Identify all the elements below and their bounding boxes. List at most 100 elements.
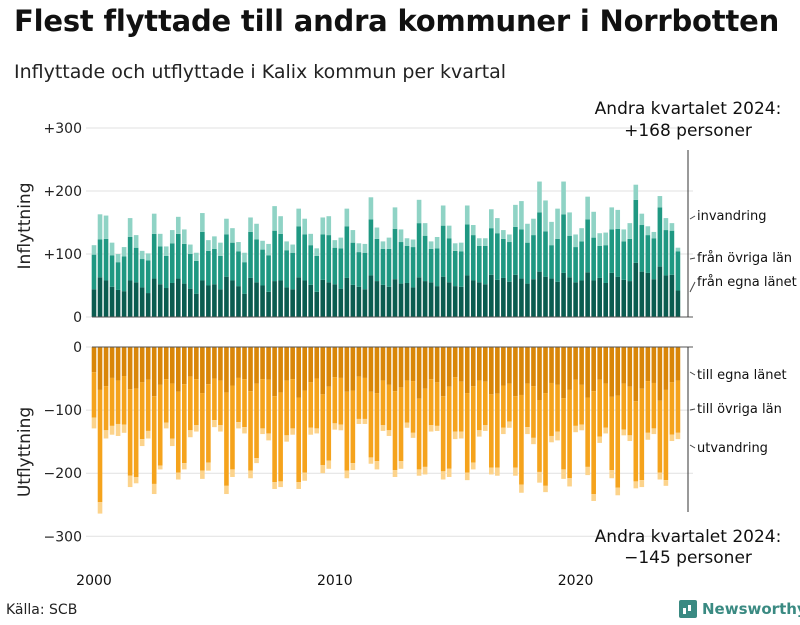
bar-in-från-egna-länet [657,266,663,317]
bar-in-från-övriga-län [242,262,247,294]
bar-in-från-egna-länet [97,277,103,317]
bar-in-invandring [284,241,289,251]
bar-in-från-övriga-län [206,250,211,286]
bar-out-till-egna-länet [163,347,169,380]
bar-in-från-egna-länet [537,271,542,317]
bar-in-från-övriga-län [248,231,253,278]
bar-in-från-övriga-län [501,238,506,278]
bar-in-från-egna-länet [410,287,416,317]
bar-in-från-övriga-län [344,226,350,278]
bar-in-från-egna-länet [476,282,482,317]
bar-in-från-övriga-län [627,238,633,282]
bar-out-utvandring [410,432,416,438]
bar-out-till-övriga-län [139,382,145,440]
bar-in-invandring [525,223,530,243]
bar-in-invandring [663,218,669,231]
bar-in-från-övriga-län [470,235,476,281]
bar-out-utvandring [338,424,344,431]
bar-in-från-egna-länet [163,288,169,317]
bar-out-till-egna-länet [296,347,301,398]
bar-in-från-övriga-län [103,238,109,281]
bar-out-utvandring [97,502,103,514]
bar-out-till-egna-länet [236,347,241,378]
bar-in-invandring [651,231,657,239]
bar-out-till-egna-länet [212,347,217,379]
bar-in-invandring [338,237,344,249]
bar-in-från-egna-länet [200,280,205,317]
bar-in-invandring [657,196,663,208]
bar-out-utvandring [175,472,181,480]
bar-out-till-egna-länet [127,347,133,390]
bar-out-till-egna-länet [109,347,115,378]
bar-in-invandring [272,206,277,231]
bar-in-invandring [169,230,175,244]
bar-in-invandring [386,237,392,249]
bar-out-till-övriga-län [627,386,633,436]
y-tick-label: 0 [73,340,82,356]
bar-in-invandring [555,208,560,239]
bar-out-till-övriga-län [470,386,476,463]
bar-out-utvandring [434,425,440,431]
bar-in-från-övriga-län [362,252,368,290]
bar-out-utvandring [374,461,380,470]
bar-in-invandring [218,242,223,256]
bar-out-till-egna-länet [537,347,542,400]
bar-in-invandring [127,218,133,237]
bar-in-från-övriga-län [549,245,554,279]
bar-out-till-övriga-län [350,390,356,464]
bar-in-från-övriga-län [368,219,374,276]
bar-out-till-övriga-län [109,377,115,426]
bar-in-från-övriga-län [188,254,193,289]
bar-in-invandring [224,218,229,235]
bar-out-utvandring [495,467,500,476]
bar-in-från-övriga-län [458,251,464,287]
bar-out-till-övriga-län [242,379,247,428]
bar-out-utvandring [386,430,392,436]
bar-in-invandring [368,197,374,220]
bar-out-utvandring [663,480,669,486]
bar-out-till-egna-länet [531,347,536,387]
bar-out-till-övriga-län [531,386,536,438]
bar-out-till-övriga-län [434,382,440,426]
bar-in-invandring [404,238,410,246]
bar-in-invandring [163,246,169,256]
series-label-outflow: till egna länet [697,368,787,383]
bar-in-från-övriga-län [175,233,181,279]
bar-out-till-övriga-län [133,388,139,477]
bar-out-till-egna-länet [314,347,320,379]
bar-in-invandring [109,242,115,256]
bar-in-från-egna-länet [194,293,199,317]
bar-out-utvandring [645,432,651,440]
bar-out-utvandring [344,470,350,479]
bar-out-till-egna-länet [392,347,398,392]
bar-out-utvandring [470,462,476,470]
bar-in-invandring [115,254,121,263]
bar-out-till-övriga-län [440,396,446,472]
bar-out-utvandring [416,469,422,476]
bar-out-till-övriga-län [145,379,151,431]
bar-out-utvandring [446,468,452,477]
bar-out-till-egna-länet [326,347,332,387]
bar-out-till-egna-länet [585,347,590,398]
bar-out-utvandring [157,465,163,470]
bar-in-från-egna-länet [109,286,115,317]
bar-out-utvandring [188,430,193,438]
bar-out-utvandring [440,471,446,480]
series-label-outflow: utvandring [697,441,768,456]
bar-out-till-övriga-län [464,393,470,473]
bar-in-från-egna-länet [501,277,506,317]
brand-logo[interactable]: Newsworthy [679,600,800,618]
bar-in-invandring [212,236,217,249]
bar-in-från-egna-länet [404,282,410,317]
bar-in-från-egna-länet [290,289,295,317]
bar-out-utvandring [519,484,524,493]
bar-in-invandring [470,225,476,236]
bar-out-till-egna-länet [519,347,524,395]
bar-in-från-egna-länet [663,275,669,317]
bar-in-från-övriga-län [145,260,151,294]
bar-out-utvandring [476,430,482,437]
bar-in-från-övriga-län [507,242,512,282]
bar-in-invandring [206,240,211,251]
bar-out-till-övriga-län [290,379,295,429]
bar-out-till-egna-länet [308,347,314,383]
